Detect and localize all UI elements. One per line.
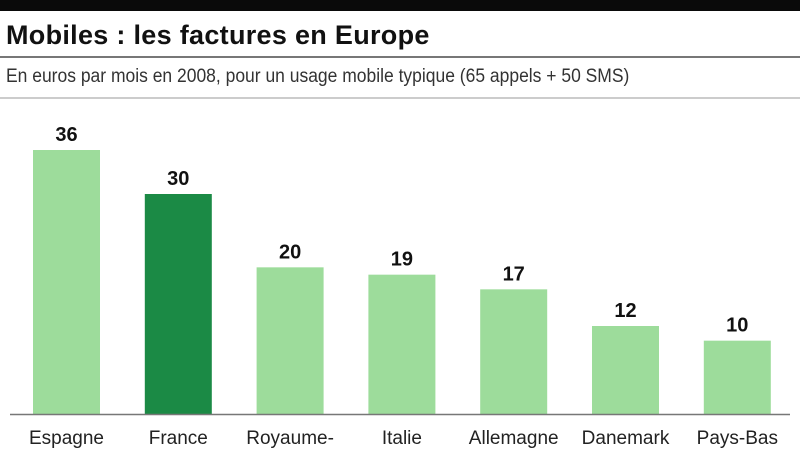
value-label: 19 — [391, 249, 413, 271]
bar-danemark — [592, 326, 659, 414]
chart-title: Mobiles : les factures en Europe — [6, 20, 430, 50]
bar-paysbas — [703, 340, 771, 414]
value-label: 17 — [503, 263, 525, 285]
category-label: Allemagne — [469, 428, 559, 449]
value-label: 36 — [55, 124, 77, 146]
category-label: France — [149, 428, 208, 449]
subtitle-divider — [0, 97, 800, 99]
value-label: 10 — [726, 315, 748, 337]
value-label: 12 — [614, 300, 636, 322]
bar-france — [144, 194, 212, 414]
top-black-bar — [0, 0, 800, 11]
title-divider — [0, 56, 800, 58]
bar-italie — [368, 274, 436, 414]
bar-espagne — [33, 150, 100, 414]
category-label: Italie — [382, 428, 422, 449]
category-label: Espagne — [29, 428, 104, 449]
value-label: 30 — [167, 168, 189, 190]
bar-allemagne — [480, 289, 548, 414]
value-label: 20 — [279, 241, 301, 263]
chart-subtitle: En euros par mois en 2008, pour un usage… — [6, 66, 630, 87]
bar-royaume — [256, 267, 324, 414]
category-label: Danemark — [582, 428, 670, 449]
category-label: Pays-Bas — [697, 428, 778, 449]
category-label: Royaume- — [246, 428, 334, 449]
